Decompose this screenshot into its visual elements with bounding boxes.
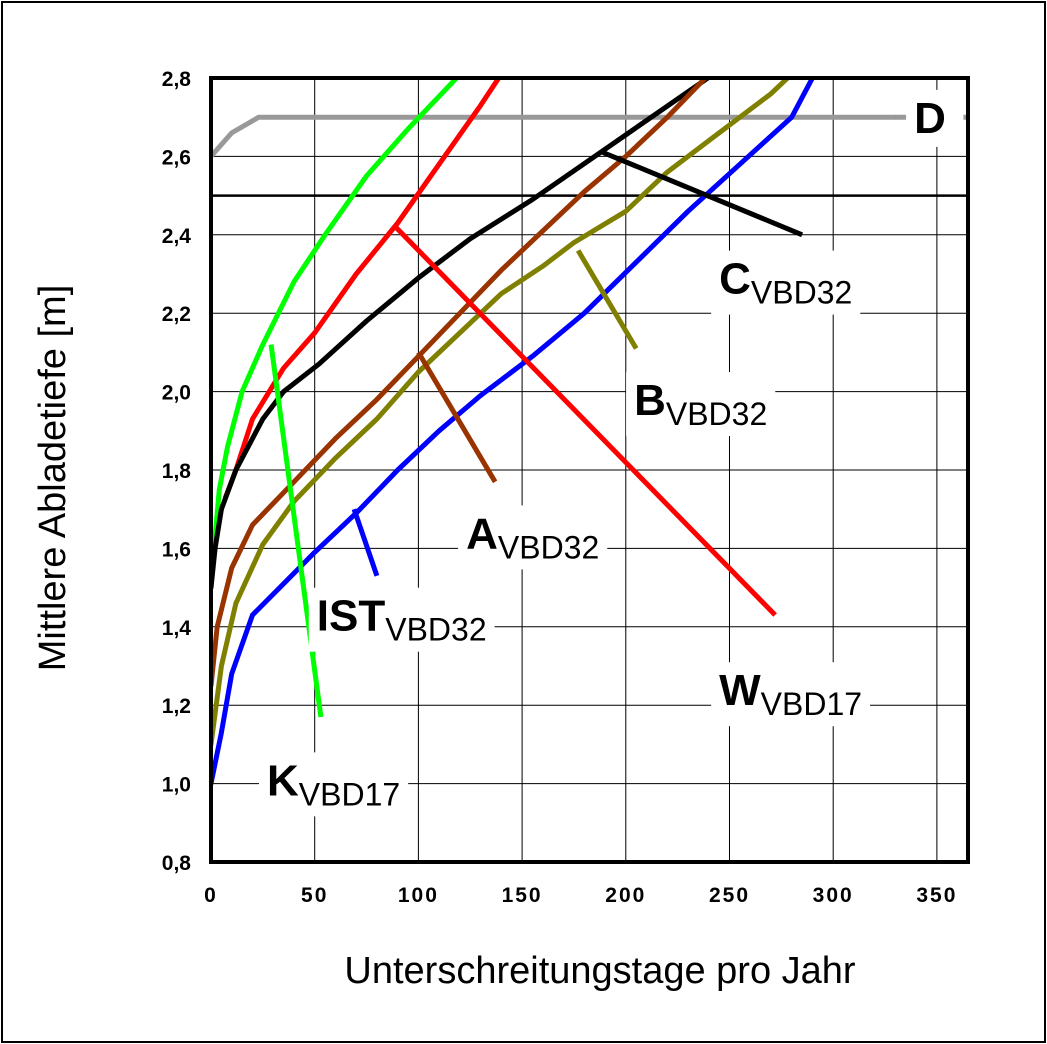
series-label-bg-b (626, 372, 776, 437)
series-label-k: KVBD17 (258, 752, 409, 817)
series-label-sub-c: VBD32 (751, 275, 852, 311)
y-tick-label: 1,8 (162, 460, 192, 483)
y-axis-title: Mittlere Abladetiefe [m] (32, 285, 74, 672)
x-tick-label: 250 (709, 884, 750, 907)
x-tick-label: 50 (301, 884, 328, 907)
series-label-sub-w: VBD17 (761, 686, 862, 722)
plot-frame (209, 76, 970, 864)
series-label-bg-k (258, 752, 409, 817)
series-line-b (211, 78, 792, 747)
series-label-text-d: D (914, 94, 946, 143)
series-label-text-w: WVBD17 (719, 666, 862, 722)
series-label-d: D (906, 89, 954, 147)
x-axis-title: Unterschreitungstage pro Jahr (344, 950, 856, 992)
leader-line-c (602, 150, 804, 238)
y-tick-label: 1,2 (162, 695, 191, 718)
y-tick-label: 1,4 (162, 617, 192, 640)
x-tick-label: 100 (398, 884, 439, 907)
series-label-bg-ist (308, 587, 495, 652)
series-label-sub-ist: VBD32 (385, 612, 486, 648)
series-line-k (211, 78, 461, 591)
series-label-ist: ISTVBD32 (308, 587, 495, 652)
leader-line-ist (351, 508, 380, 577)
x-tick-label: 300 (813, 884, 854, 907)
y-tick-label: 2,0 (162, 382, 191, 405)
series-label-bg-d (906, 89, 954, 147)
series-label-main-ist: IST (317, 592, 386, 641)
y-tick-label: 2,4 (162, 225, 192, 248)
y-tick-label: 1,6 (162, 538, 191, 561)
series-line-d (211, 114, 898, 159)
y-tick-label: 2,2 (162, 303, 191, 326)
leader-line-w (393, 225, 777, 617)
series-label-c: CVBD32 (711, 250, 861, 315)
series-line-c (211, 78, 713, 591)
series-label-main-w: W (719, 666, 761, 715)
leader-line-k (268, 344, 324, 718)
leader-line-b (575, 249, 639, 350)
series-label-bg-w (711, 662, 871, 727)
x-tick-label: 0 (204, 884, 218, 907)
series-label-b: BVBD32 (626, 372, 776, 437)
x-tick-label: 200 (605, 884, 646, 907)
tick-labels: 0 50 100 150 200 250 300 350 0,8 1,0 1,2 1,4 1,6 1,8 2… (162, 68, 957, 907)
series-label-text-a: AVBD32 (466, 509, 599, 565)
x-tick-label: 350 (916, 884, 957, 907)
series-label-sub-k: VBD17 (299, 776, 400, 812)
series-line-w (223, 78, 502, 500)
y-tick-label: 2,8 (162, 68, 192, 91)
series-label-text-c: CVBD32 (719, 255, 852, 311)
series-label-text-k: KVBD17 (267, 756, 400, 812)
series-label-text-ist: ISTVBD32 (317, 592, 487, 648)
series-label-sub-a: VBD32 (498, 529, 599, 565)
series-label-bg-c (711, 250, 861, 315)
series-label-bg-a (458, 505, 608, 570)
y-tick-label: 1,0 (162, 774, 191, 797)
series-label-a: AVBD32 (458, 505, 608, 570)
leader-line-a (416, 351, 498, 484)
series-label-main-a: A (466, 509, 498, 558)
y-tick-label: 0,8 (162, 852, 192, 875)
series-label-main-b: B (634, 376, 666, 425)
series-label-sub-b: VBD32 (666, 396, 767, 432)
label-leaders (268, 150, 804, 718)
series-label-main-d: D (914, 94, 946, 143)
x-tick-label: 150 (502, 884, 543, 907)
series-label-main-k: K (267, 756, 299, 805)
y-tick-label: 2,6 (162, 146, 191, 169)
series-label-text-b: BVBD32 (634, 376, 767, 432)
series-label-main-c: C (719, 255, 751, 304)
series-label-w: WVBD17 (711, 662, 871, 727)
